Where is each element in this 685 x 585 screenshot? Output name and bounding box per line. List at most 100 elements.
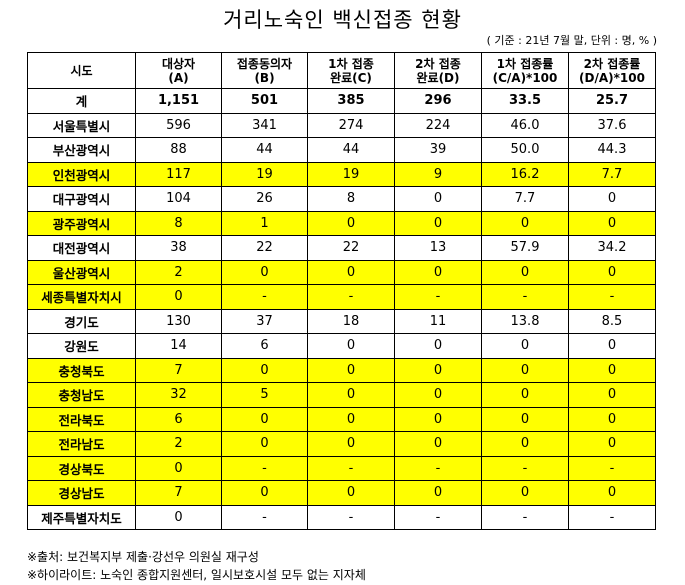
total-row: 계 1,151 501 385 296 33.5 25.7 [27,88,656,114]
value-cell: - [568,504,656,530]
value-cell: 6 [135,406,222,432]
footnote-highlight: ※하이라이트: 노숙인 종합지원센터, 일시보호시설 모두 없는 지자체 [27,568,366,582]
table-row: 울산광역시 2 0 0 0 0 0 [27,259,656,285]
value-cell: 37 [221,308,308,334]
region-name: 서울특별시 [27,112,136,138]
value-cell: 0 [394,259,482,285]
value-cell: - [307,504,395,530]
value-cell: 33.5 [481,88,569,114]
region-name: 경상북도 [27,455,136,481]
header-cell: 1차 접종 완료(C) [307,52,395,89]
value-cell: 0 [394,431,482,457]
region-name: 인천광역시 [27,161,136,187]
value-cell: 6 [221,333,308,359]
value-cell: 0 [307,210,395,236]
value-cell: 9 [394,161,482,187]
region-name: 대전광역시 [27,235,136,261]
value-cell: 0 [307,259,395,285]
value-cell: 22 [221,235,308,261]
value-cell: - [481,504,569,530]
table-row: 전라남도 2 0 0 0 0 0 [27,431,656,457]
region-name: 부산광역시 [27,137,136,163]
value-cell: 0 [394,406,482,432]
value-cell: 0 [394,480,482,506]
value-cell: - [568,455,656,481]
value-cell: 224 [394,112,482,138]
value-cell: 38 [135,235,222,261]
vaccination-table: 시도 대상자 (A) 접종동의자 (B) 1차 접종 완료(C) 2차 접종 완료(D)… [27,52,656,530]
value-cell: 0 [568,431,656,457]
value-cell: 32 [135,382,222,408]
value-cell: 274 [307,112,395,138]
value-cell: 19 [307,161,395,187]
value-cell: - [307,455,395,481]
value-cell: 341 [221,112,308,138]
value-cell: 0 [221,480,308,506]
value-cell: 0 [568,406,656,432]
value-cell: 0 [568,259,656,285]
value-cell: 0 [221,406,308,432]
value-cell: 34.2 [568,235,656,261]
table-row: 전라북도 6 0 0 0 0 0 [27,406,656,432]
value-cell: 0 [481,357,569,383]
value-cell: 0 [221,357,308,383]
value-cell: 0 [568,357,656,383]
value-cell: 25.7 [568,88,656,114]
table-row: 강원도 14 6 0 0 0 0 [27,333,656,359]
value-cell: 0 [135,455,222,481]
value-cell: 2 [135,431,222,457]
value-cell: 0 [135,284,222,310]
header-cell: 대상자 (A) [135,52,222,89]
value-cell: 0 [568,210,656,236]
table-row: 인천광역시 117 19 19 9 16.2 7.7 [27,161,656,187]
table-row: 광주광역시 8 1 0 0 0 0 [27,210,656,236]
value-cell: 117 [135,161,222,187]
value-cell: - [481,284,569,310]
header-cell: 1차 접종률 (C/A)*100 [481,52,569,89]
value-cell: - [481,455,569,481]
value-cell: 1 [221,210,308,236]
value-cell: 11 [394,308,482,334]
header-row: 시도 대상자 (A) 접종동의자 (B) 1차 접종 완료(C) 2차 접종 완료(D)… [27,52,656,89]
value-cell: 0 [568,382,656,408]
value-cell: 0 [307,382,395,408]
value-cell: 104 [135,186,222,212]
value-cell: 19 [221,161,308,187]
value-cell: 0 [307,333,395,359]
value-cell: 44.3 [568,137,656,163]
region-name: 세종특별자치시 [27,284,136,310]
region-name: 충청남도 [27,382,136,408]
value-cell: 130 [135,308,222,334]
value-cell: 0 [221,431,308,457]
value-cell: 57.9 [481,235,569,261]
value-cell: 7 [135,357,222,383]
table-row: 경상북도 0- - - - - [27,455,656,481]
region-name: 울산광역시 [27,259,136,285]
value-cell: - [394,284,482,310]
value-cell: 0 [221,259,308,285]
value-cell: 0 [394,210,482,236]
unit-note: ( 기준 : 21년 7월 말, 단위 : 명, % ) [486,34,657,47]
value-cell: 0 [307,431,395,457]
value-cell: 8.5 [568,308,656,334]
region-name: 대구광역시 [27,186,136,212]
value-cell: 0 [481,382,569,408]
table-row: 경상남도 7 0 0 0 0 0 [27,480,656,506]
value-cell: 22 [307,235,395,261]
region-name: 제주특별자치도 [27,504,136,530]
value-cell: 0 [568,480,656,506]
value-cell: 0 [394,357,482,383]
value-cell: 0 [481,210,569,236]
value-cell: 5 [221,382,308,408]
value-cell: 385 [307,88,395,114]
table-row: 서울특별시 596 341 274 224 46.0 37.6 [27,112,656,138]
value-cell: 16.2 [481,161,569,187]
value-cell: 0 [481,406,569,432]
value-cell: 39 [394,137,482,163]
value-cell: 8 [307,186,395,212]
footnote-source: ※출처: 보건복지부 제출·강선우 의원실 재구성 [27,550,259,564]
value-cell: - [221,504,308,530]
table-row: 대구광역시 104 26 8 0 7.7 0 [27,186,656,212]
value-cell: 50.0 [481,137,569,163]
value-cell: - [221,284,308,310]
